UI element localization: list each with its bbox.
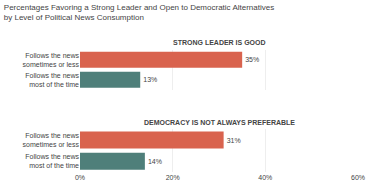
- svg-text:Follows the newssometimes or l: Follows the newssometimes or less: [23, 52, 80, 68]
- svg-text:60%: 60%: [351, 174, 365, 181]
- svg-text:14%: 14%: [148, 158, 162, 165]
- svg-text:0%: 0%: [75, 174, 85, 181]
- svg-text:Follows the newssometimes or l: Follows the newssometimes or less: [23, 132, 80, 148]
- svg-text:20%: 20%: [166, 174, 180, 181]
- svg-text:DEMOCRACY IS NOT ALWAYS PREFER: DEMOCRACY IS NOT ALWAYS PREFERABLE: [144, 119, 295, 126]
- svg-text:Follows the newsmost of the ti: Follows the newsmost of the time: [25, 72, 79, 88]
- svg-text:Follows the newsmost of the ti: Follows the newsmost of the time: [25, 153, 79, 169]
- svg-text:31%: 31%: [227, 137, 241, 144]
- svg-text:STRONG LEADER IS GOOD: STRONG LEADER IS GOOD: [173, 39, 266, 46]
- svg-text:13%: 13%: [143, 76, 157, 83]
- svg-text:35%: 35%: [245, 56, 259, 63]
- svg-text:Percentages Favoring a Strong: Percentages Favoring a Strong Leader and…: [4, 3, 274, 22]
- svg-text:40%: 40%: [258, 174, 272, 181]
